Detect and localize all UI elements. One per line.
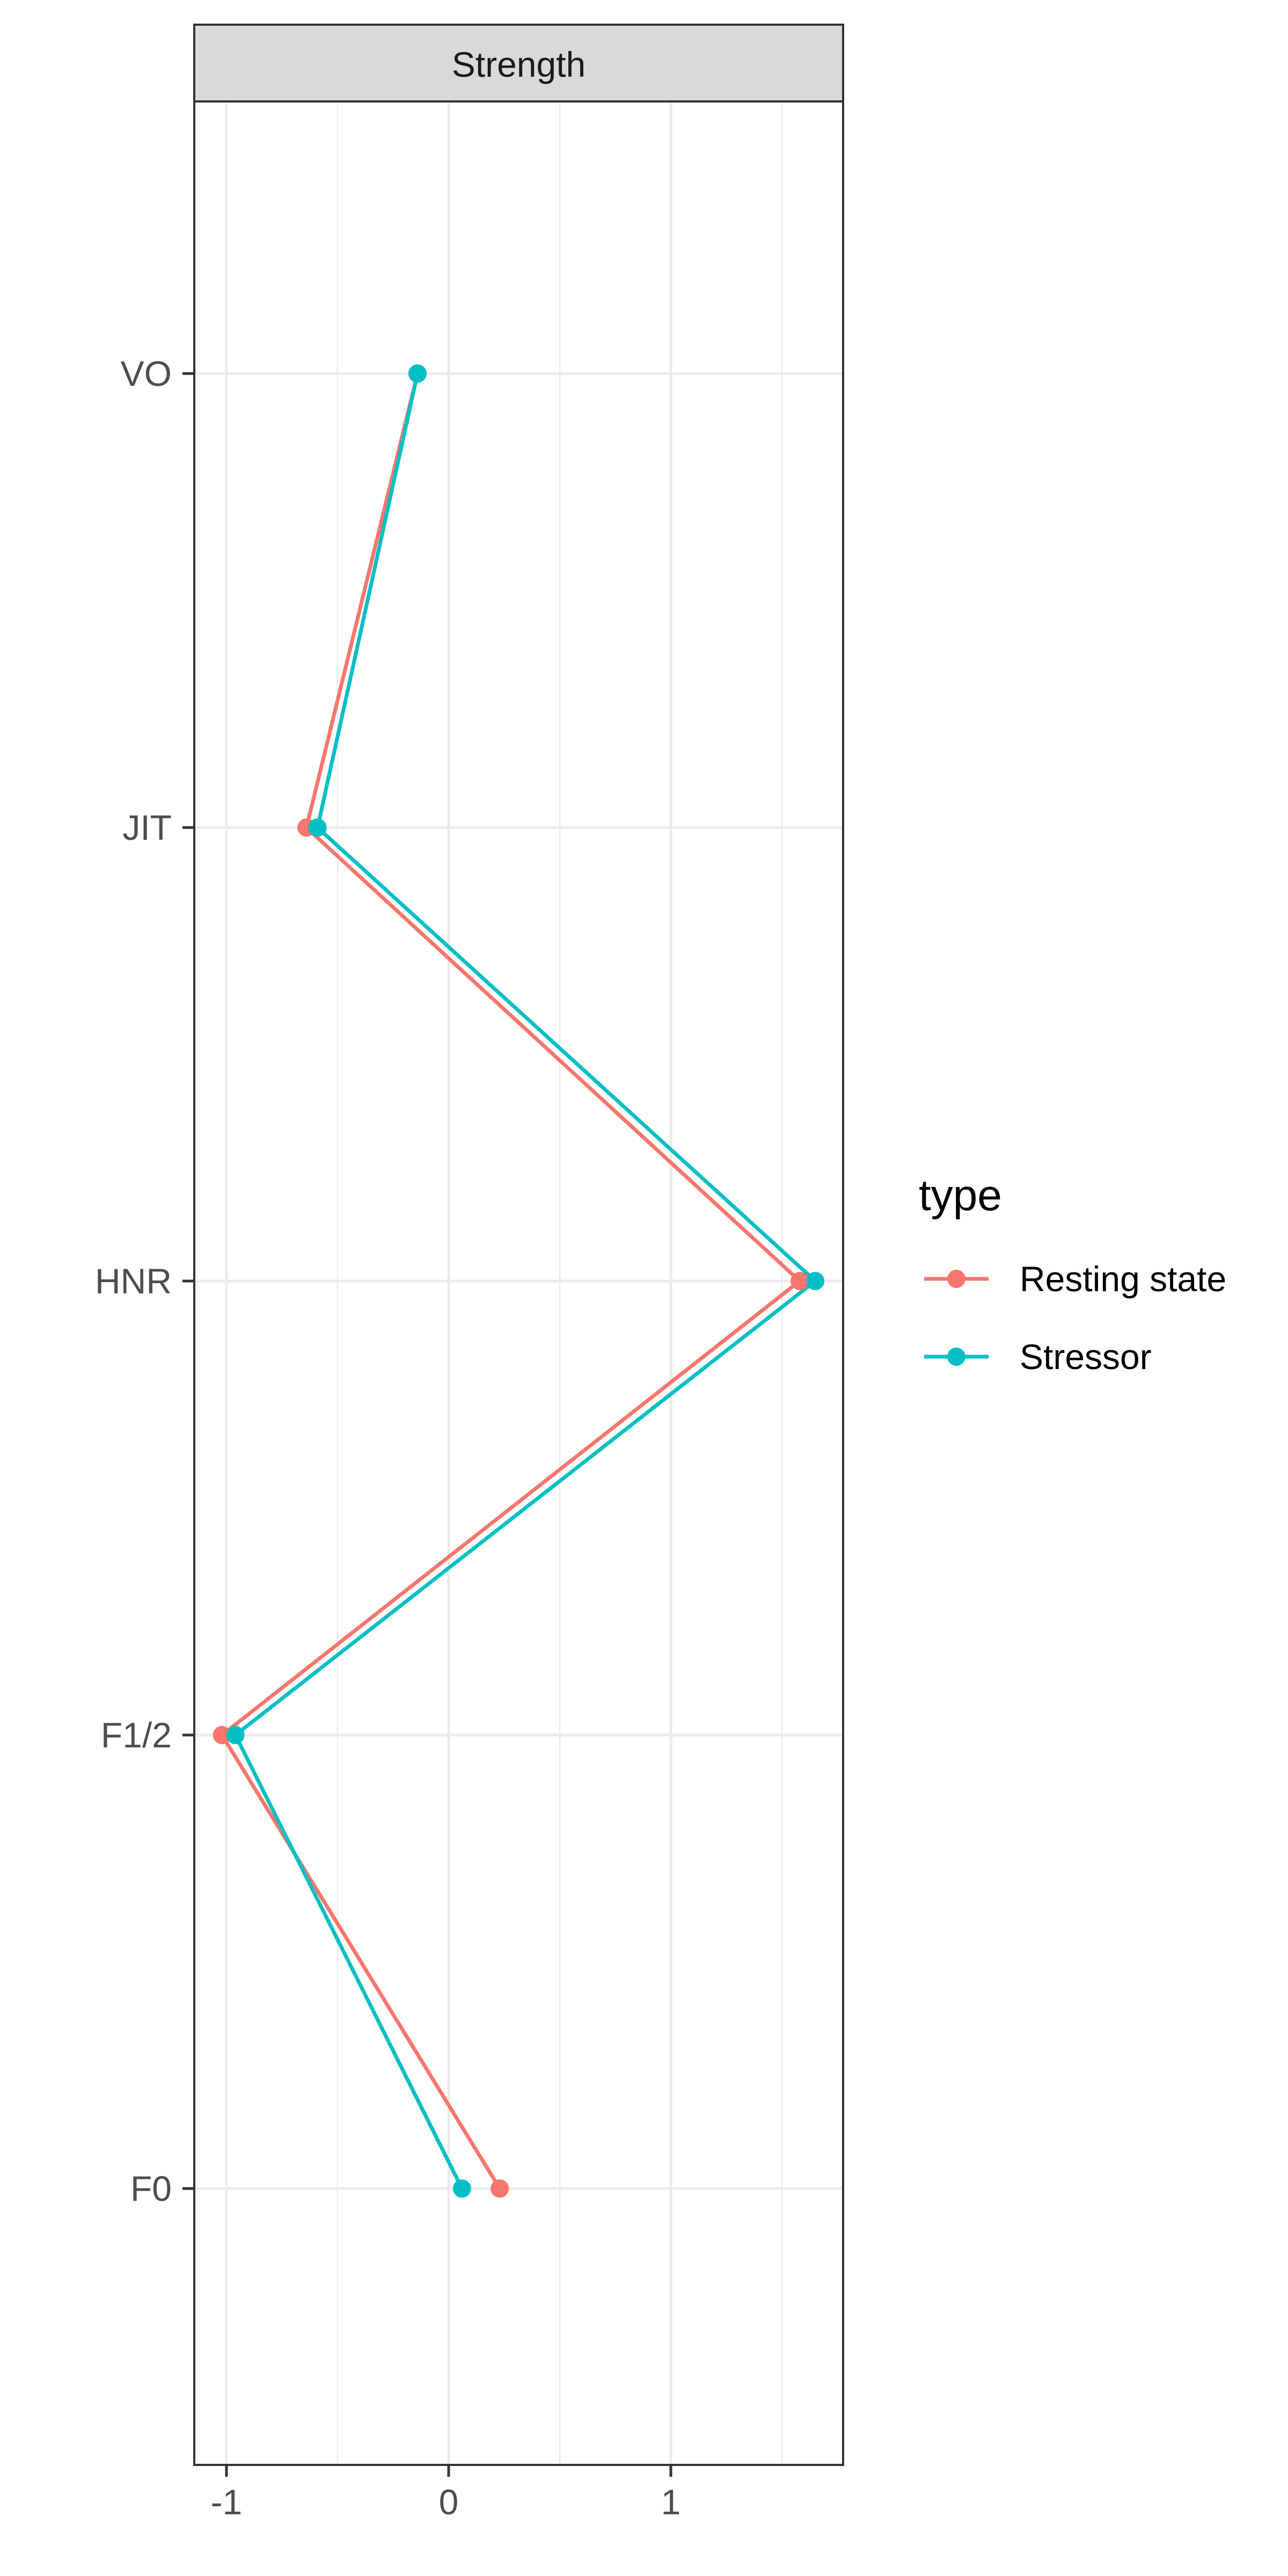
data-point-resting-state <box>213 1726 231 1744</box>
x-axis: -1 0 1 <box>211 2465 681 2522</box>
data-point-stressor <box>452 2179 471 2198</box>
series-points <box>213 364 825 2198</box>
legend-title: type <box>919 1171 1002 1220</box>
data-point-stressor <box>408 364 427 383</box>
data-point-resting-state <box>491 2179 509 2198</box>
y-tick-label: HNR <box>95 1261 172 1301</box>
data-point-resting-state <box>791 1272 809 1290</box>
x-tick-label: -1 <box>211 2482 243 2522</box>
legend: type Resting state Stressor <box>919 1171 1226 1377</box>
y-tick-label: JIT <box>122 808 172 847</box>
y-tick-label: VO <box>121 354 172 393</box>
y-tick-label: F1/2 <box>101 1715 172 1755</box>
legend-key-point-resting-state <box>947 1270 965 1288</box>
facet-strip-title: Strength <box>452 45 586 84</box>
panel-border <box>193 100 844 2466</box>
x-tick-label: 0 <box>439 2482 459 2522</box>
x-grid-major <box>225 101 672 2465</box>
x-grid-minor <box>336 101 783 2465</box>
y-tick-label: F0 <box>130 2169 172 2208</box>
facet-strip: Strength <box>193 24 844 103</box>
legend-key-point-stressor <box>947 1348 965 1366</box>
y-axis: VO JIT HNR F1/2 F0 <box>95 354 194 2208</box>
facet-strip-box <box>193 24 844 103</box>
data-point-stressor <box>806 1272 825 1290</box>
x-tick-label: 1 <box>661 2482 681 2522</box>
legend-label-resting-state: Resting state <box>1020 1259 1226 1299</box>
data-point-stressor <box>308 818 327 837</box>
data-point-stressor <box>226 1726 245 1744</box>
legend-label-stressor: Stressor <box>1020 1337 1152 1377</box>
legend-items: Resting state Stressor <box>924 1259 1226 1377</box>
